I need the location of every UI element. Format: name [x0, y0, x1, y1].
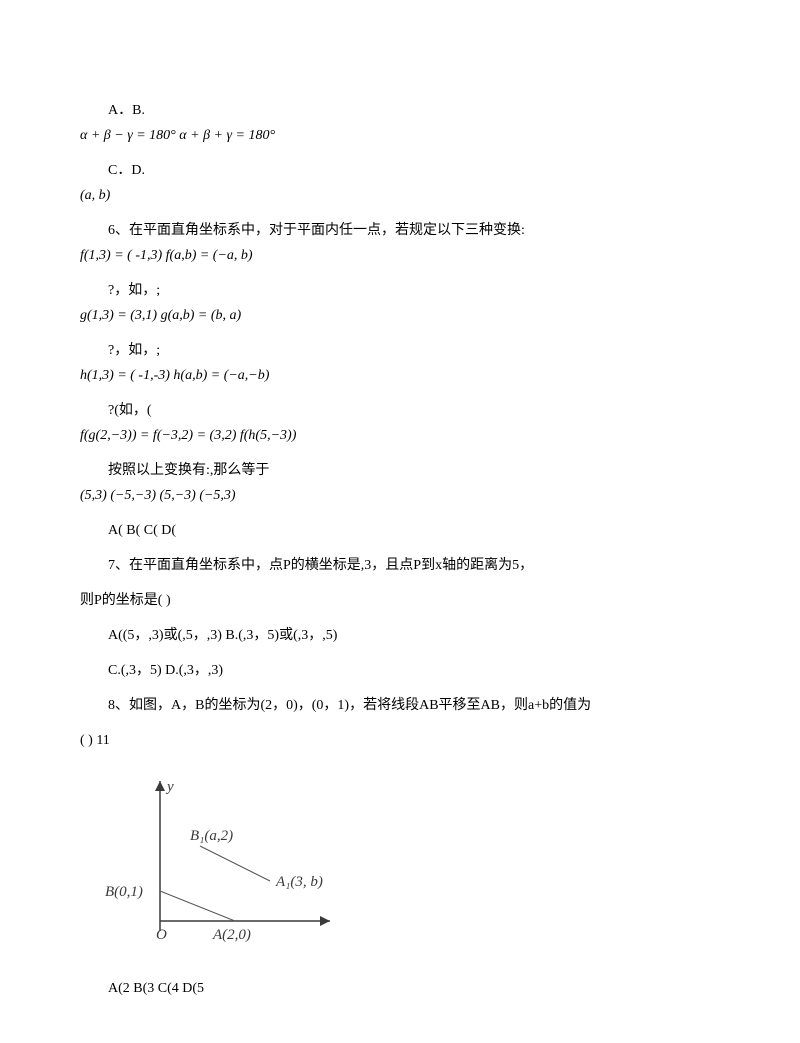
q7-opt-ab: A((5，,3)或(,5，,3) B.(,3，5)或(,3，,5)	[80, 625, 720, 646]
formula-1: α + β − γ = 180° α + β + γ = 180°	[80, 125, 720, 146]
svg-text:A(2,0): A(2,0)	[212, 927, 251, 943]
q8-stem-2: ( ) 11	[80, 730, 720, 751]
q7-stem: 7、在平面直角坐标系中，点P的横坐标是,3，且点P到x轴的距离为5，	[80, 555, 720, 576]
svg-text:A₁(3, b): A₁(3, b)	[275, 874, 323, 890]
q7-stem-2: 则P的坐标是( )	[80, 590, 720, 611]
formula-h: h(1,3) = ( -1,-3) h(a,b) = (−a,−b)	[80, 365, 720, 386]
q6-sep-3: ?(如，(	[80, 400, 720, 421]
svg-text:y: y	[165, 779, 174, 795]
q6-choices: A( B( C( D(	[80, 520, 720, 541]
svg-text:B₁(a,2): B₁(a,2)	[190, 828, 233, 844]
formula-compose: f(g(2,−3)) = f(−3,2) = (3,2) f(h(5,−3))	[80, 425, 720, 446]
formula-f: f(1,3) = ( -1,3) f(a,b) = (−a, b)	[80, 245, 720, 266]
svg-text:O: O	[156, 927, 167, 943]
q6-sep-2: ?，如，;	[80, 340, 720, 361]
formula-options: (5,3) (−5,−3) (5,−3) (−5,3)	[80, 485, 720, 506]
formula-2: (a, b)	[80, 185, 720, 206]
line-ab: A．B.	[80, 100, 720, 121]
line-cd: C．D.	[80, 160, 720, 181]
q6-follow: 按照以上变换有:,那么等于	[80, 460, 720, 481]
svg-text:B(0,1): B(0,1)	[105, 884, 143, 900]
q6-sep-1: ?，如，;	[80, 280, 720, 301]
q8-choices: A(2 B(3 C(4 D(5	[80, 978, 720, 999]
q8-figure: y O B(0,1) A(2,0) B₁(a,2) A₁(3, b)	[100, 761, 720, 968]
document-page: A．B. α + β − γ = 180° α + β + γ = 180° C…	[0, 0, 800, 1043]
coordinate-figure: y O B(0,1) A(2,0) B₁(a,2) A₁(3, b)	[100, 761, 350, 961]
q7-opt-cd: C.(,3，5) D.(,3，,3)	[80, 660, 720, 681]
formula-g: g(1,3) = (3,1) g(a,b) = (b, a)	[80, 305, 720, 326]
q6-stem: 6、在平面直角坐标系中，对于平面内任一点，若规定以下三种变换:	[80, 220, 720, 241]
q8-stem: 8、如图，A，B的坐标为(2，0)，(0，1)，若将线段AB平移至AB，则a+b…	[80, 695, 720, 716]
